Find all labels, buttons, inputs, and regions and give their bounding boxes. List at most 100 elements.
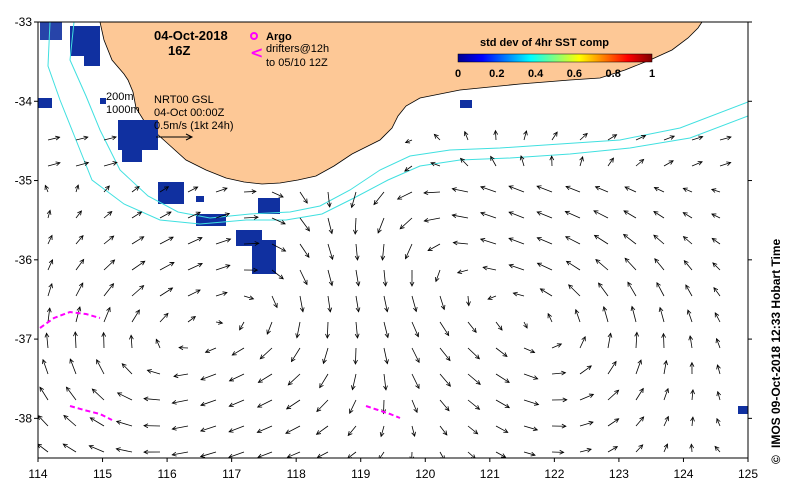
- current-arrow: [187, 211, 201, 219]
- current-arrow: [103, 259, 116, 271]
- current-arrow: [159, 211, 172, 219]
- current-arrow: [131, 309, 140, 323]
- current-arrow: [103, 185, 110, 193]
- current-arrow: [579, 447, 592, 453]
- current-arrow: [47, 135, 61, 141]
- current-arrow: [433, 133, 441, 141]
- current-arrow: [427, 243, 441, 252]
- current-arrow: [711, 237, 721, 245]
- current-arrow: [355, 295, 361, 313]
- current-arrow: [683, 259, 693, 271]
- current-arrow: [75, 161, 90, 167]
- current-arrow: [663, 135, 676, 141]
- current-arrow: [187, 262, 203, 271]
- current-arrow: [378, 451, 385, 458]
- current-arrow: [411, 425, 416, 438]
- current-arrow: [663, 160, 674, 167]
- current-arrow: [439, 451, 445, 458]
- drifter-tracks: [39, 310, 401, 421]
- current-arrow: [523, 425, 539, 432]
- current-arrow: [131, 186, 140, 193]
- current-arrow: [593, 210, 609, 219]
- current-arrow: [383, 321, 390, 339]
- current-arrow: [547, 312, 553, 323]
- current-arrow: [215, 291, 228, 297]
- current-arrow: [231, 347, 245, 356]
- lon-tick-label: 119: [351, 467, 370, 481]
- current-arrow: [354, 243, 360, 261]
- current-arrow: [607, 332, 613, 349]
- scale-label: 0.5m/s (1kt 24h): [154, 120, 233, 132]
- current-arrow: [463, 130, 469, 141]
- current-arrow: [568, 284, 581, 297]
- current-arrow: [635, 416, 645, 427]
- current-arrow: [171, 399, 189, 405]
- current-arrow: [579, 156, 584, 167]
- current-arrow: [379, 425, 385, 438]
- argo-legend: Argo: [250, 31, 292, 43]
- current-arrow: [96, 359, 105, 375]
- colorbar-title: std dev of 4hr SST comp: [480, 37, 609, 49]
- current-arrow: [103, 235, 115, 245]
- current-arrow: [452, 240, 469, 246]
- current-arrow: [62, 443, 77, 453]
- current-arrow: [627, 281, 637, 297]
- current-arrow: [239, 321, 245, 331]
- current-arrow: [480, 185, 497, 193]
- lon-tick-label: 117: [222, 467, 241, 481]
- product-label: NRT00 GSL: [154, 94, 214, 106]
- current-arrow: [594, 186, 609, 193]
- current-arrow: [315, 425, 329, 435]
- current-arrow: [539, 288, 553, 297]
- current-arrow: [69, 358, 77, 375]
- current-arrow: [200, 373, 217, 381]
- current-arrow: [44, 332, 50, 349]
- current-arrow: [287, 373, 301, 386]
- current-arrow: [199, 451, 217, 458]
- current-arrow: [411, 399, 418, 414]
- current-arrow: [551, 449, 565, 455]
- current-arrow: [316, 399, 329, 413]
- current-arrow: [663, 387, 669, 401]
- current-arrow: [624, 257, 637, 271]
- lon-tick-label: 114: [28, 467, 47, 481]
- current-arrow: [565, 260, 581, 271]
- current-arrow: [243, 215, 259, 220]
- current-arrow: [290, 347, 301, 363]
- current-arrow: [635, 135, 647, 141]
- current-arrow: [271, 269, 284, 280]
- drifter-marker-icon: <: [250, 43, 263, 62]
- current-arrow: [187, 315, 197, 323]
- lon-tick-label: 125: [738, 467, 758, 481]
- current-arrow: [430, 161, 441, 167]
- drifters-legend: < drifters@12h to 05/10 12Z: [250, 43, 329, 69]
- current-arrow: [622, 233, 637, 245]
- current-arrow: [199, 425, 217, 433]
- current-arrow: [155, 338, 161, 349]
- current-arrow: [508, 211, 525, 219]
- lon-tick-label: 115: [93, 467, 112, 481]
- current-arrow: [495, 373, 510, 383]
- current-arrow: [200, 399, 217, 407]
- current-arrow: [714, 312, 721, 323]
- isobath-200-label: 200m: [106, 91, 134, 103]
- current-arrow: [131, 211, 143, 219]
- current-arrow: [658, 306, 665, 323]
- lon-tick-label: 116: [158, 467, 177, 481]
- current-arrow: [579, 420, 594, 427]
- current-arrow: [228, 425, 245, 433]
- current-arrow: [382, 269, 388, 287]
- current-arrow: [523, 347, 536, 354]
- colorbar-tick-label: 0.4: [528, 68, 544, 80]
- current-arrow: [399, 217, 413, 230]
- lat-tick-label: -36: [15, 253, 33, 267]
- current-arrow: [682, 236, 693, 245]
- current-arrow: [716, 417, 721, 427]
- current-arrow: [353, 347, 358, 365]
- current-arrow: [347, 425, 357, 437]
- current-arrow: [143, 396, 161, 402]
- current-vectors: [38, 129, 732, 458]
- current-arrow: [215, 212, 231, 219]
- current-arrow: [404, 243, 413, 260]
- current-arrow: [661, 332, 666, 349]
